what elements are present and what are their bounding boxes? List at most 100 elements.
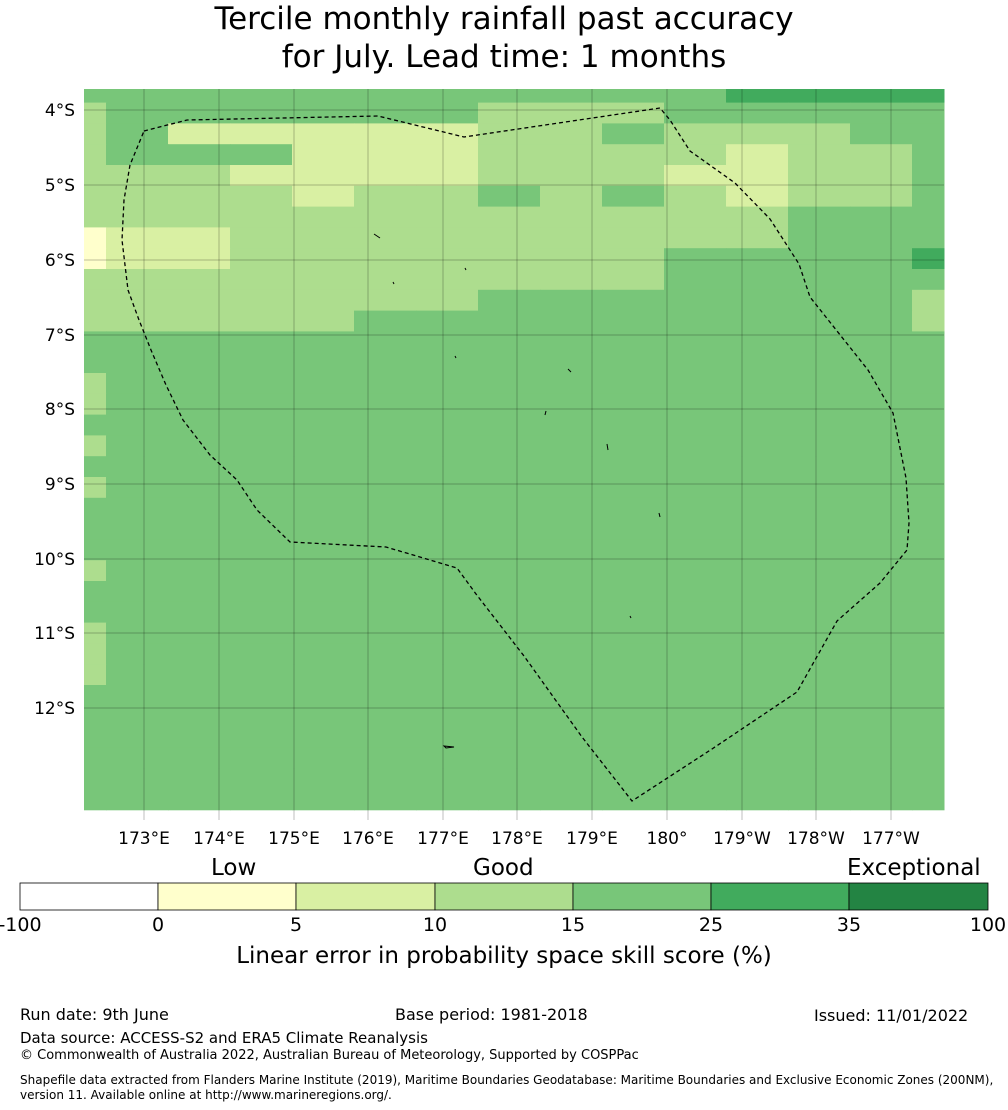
grid-cell [478, 310, 541, 332]
grid-cell [664, 123, 727, 145]
grid-cell [354, 89, 417, 104]
grid-cell [354, 185, 417, 208]
grid-cell [292, 643, 355, 665]
grid-cell [84, 581, 107, 603]
colorbar-segment [157, 882, 297, 911]
grid-cell [354, 393, 417, 416]
grid-cell [416, 789, 479, 811]
grid-cell [664, 165, 727, 187]
grid-cell [354, 456, 417, 478]
grid-cell [416, 144, 479, 166]
grid-cell [664, 269, 727, 291]
grid-cell [726, 456, 789, 478]
grid-cell [478, 789, 541, 811]
grid-cell [912, 539, 945, 561]
grid-cell [354, 123, 417, 145]
grid-cell [292, 601, 355, 624]
grid-cell [540, 102, 603, 124]
grid-cell [84, 248, 107, 270]
grid-cell [602, 352, 665, 374]
grid-cell [168, 165, 231, 187]
grid-cell [850, 497, 913, 520]
grid-cell [292, 102, 355, 124]
grid-cell [416, 497, 479, 520]
grid-cell [168, 269, 231, 291]
grid-cell [292, 185, 355, 208]
longitude-label: 177°W [862, 829, 920, 849]
grid-cell [602, 560, 665, 582]
grid-cell [230, 310, 293, 332]
grid-cell [168, 664, 231, 686]
grid-cell [292, 269, 355, 291]
grid-cell [416, 477, 479, 499]
island [442, 745, 455, 749]
grid-cell [230, 373, 293, 395]
grid-cell [912, 165, 945, 187]
grid-cell [602, 165, 665, 187]
grid-cell [416, 393, 479, 416]
grid-cell [84, 102, 107, 124]
grid-cell [168, 622, 231, 644]
grid-cell [788, 373, 851, 395]
grid-cell [478, 352, 541, 374]
grid-cell [912, 310, 945, 332]
grid-cell [230, 664, 293, 686]
grid-cell [168, 581, 231, 603]
grid-cell [84, 685, 107, 707]
grid-cell [850, 352, 913, 374]
grid-cell [478, 435, 541, 457]
grid-cell [168, 289, 231, 312]
grid-cell [168, 144, 231, 166]
grid-cell [788, 89, 851, 104]
grid-cell [416, 456, 479, 478]
grid-cell [106, 789, 169, 811]
grid-cell [850, 248, 913, 270]
grid-cell [168, 497, 231, 520]
grid-cell [84, 726, 107, 748]
grid-cell [168, 185, 231, 208]
grid-cell [540, 518, 603, 540]
grid-cell [726, 206, 789, 228]
grid-cell [726, 726, 789, 748]
grid-cell [106, 248, 169, 270]
grid-cell [416, 435, 479, 457]
grid-cell [602, 747, 665, 769]
grid-cell [788, 102, 851, 124]
grid-cell [912, 185, 945, 208]
grid-cell [292, 497, 355, 520]
grid-cell [788, 789, 851, 811]
grid-cell [416, 289, 479, 312]
grid-cell [664, 685, 727, 707]
grid-cell [788, 269, 851, 291]
grid-cell [168, 310, 231, 332]
grid-cell [230, 685, 293, 707]
grid-cell [416, 560, 479, 582]
grid-cell [788, 622, 851, 644]
grid-cell [416, 269, 479, 291]
grid-cell [664, 102, 727, 124]
grid-cell [84, 768, 107, 790]
grid-cell [478, 289, 541, 312]
grid-cell [478, 622, 541, 644]
grid-cell [726, 664, 789, 686]
grid-cell [664, 331, 727, 353]
grid-cell [664, 747, 727, 769]
grid-cell [354, 352, 417, 374]
grid-cell [84, 165, 107, 187]
grid-cell [664, 227, 727, 249]
grid-cell [168, 705, 231, 728]
grid-cell [230, 269, 293, 291]
grid-cell [478, 414, 541, 436]
grid-cell [84, 497, 107, 520]
grid-cell [664, 373, 727, 395]
grid-cell [354, 581, 417, 603]
grid-cell [416, 227, 479, 249]
grid-cell [540, 789, 603, 811]
grid-cell [230, 789, 293, 811]
grid-cell [540, 560, 603, 582]
grid-cell [602, 289, 665, 312]
grid-cell [726, 581, 789, 603]
grid-cell [912, 643, 945, 665]
grid-cell [540, 269, 603, 291]
eez-boundary [121, 107, 910, 802]
